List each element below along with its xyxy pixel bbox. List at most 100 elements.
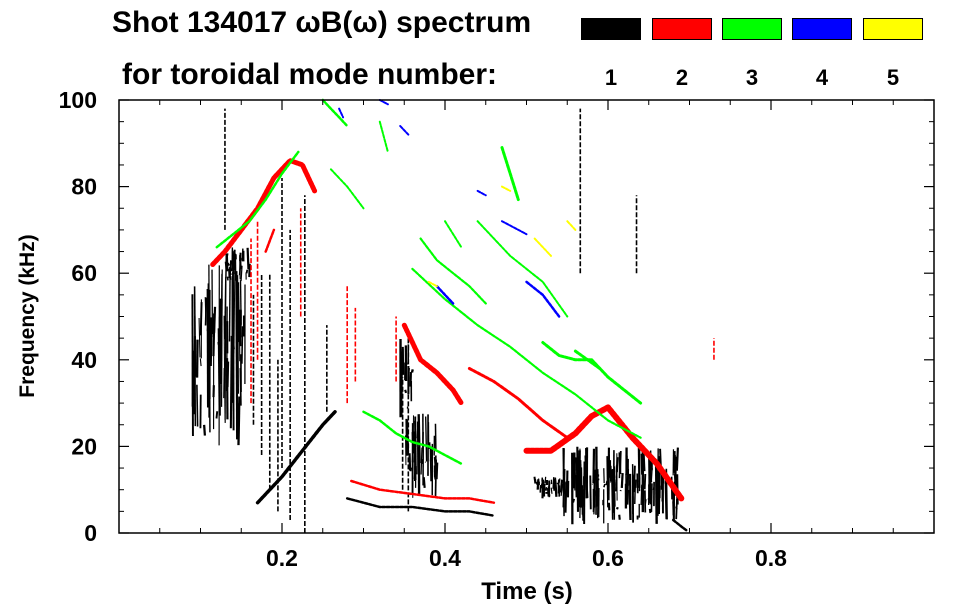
y-tick-label: 20 bbox=[71, 433, 97, 459]
mode-1-speckle bbox=[191, 294, 194, 437]
mode-1-speckle bbox=[537, 485, 540, 489]
legend-swatch-mode-4 bbox=[792, 18, 852, 40]
mode-1-speckle bbox=[664, 480, 668, 520]
mode-1-speckle bbox=[237, 396, 241, 446]
legend-swatch-mode-3 bbox=[722, 18, 782, 40]
mode-1-speckle bbox=[535, 481, 539, 486]
mode-5-track-1 bbox=[533, 237, 552, 257]
mode-1-speckle bbox=[198, 317, 201, 358]
mode-3-track-8 bbox=[500, 146, 520, 202]
mode-3-track-1 bbox=[215, 150, 300, 249]
mode-1-speckle bbox=[224, 277, 227, 340]
mode-1-speckle bbox=[572, 452, 576, 489]
mode-1-speckle bbox=[605, 480, 608, 486]
mode-1-speckle bbox=[637, 448, 641, 488]
mode-3-track-2 bbox=[321, 98, 349, 128]
x-axis-label: Time (s) bbox=[481, 578, 573, 605]
mode-1-speckle bbox=[241, 326, 244, 364]
mode-4-track-5 bbox=[476, 189, 487, 197]
mode-1-speckle bbox=[640, 484, 643, 506]
mode-1-speckle bbox=[209, 317, 213, 366]
legend-swatch-mode-5 bbox=[863, 18, 923, 40]
mode-1-speckle bbox=[412, 415, 414, 498]
mode-1-speckle bbox=[240, 265, 243, 282]
mode-1-speckle bbox=[193, 336, 197, 415]
mode-1-speckle bbox=[236, 275, 240, 394]
mode-1-track-3 bbox=[671, 518, 689, 533]
mode-4-track-3 bbox=[501, 220, 528, 236]
mode-1-speckle bbox=[199, 358, 202, 367]
mode-1-speckle bbox=[634, 485, 636, 504]
mode-3-track-4 bbox=[411, 267, 642, 439]
mode-1-speckle bbox=[648, 455, 651, 500]
mode-4-track-6 bbox=[399, 125, 410, 136]
mode-3-track-9 bbox=[329, 168, 365, 210]
series-5 bbox=[427, 185, 577, 288]
mode-1-speckle bbox=[649, 473, 653, 483]
mode-1-speckle bbox=[435, 462, 439, 480]
mode-2-track-4 bbox=[523, 404, 685, 502]
mode-1-blob-4 bbox=[533, 476, 569, 499]
mode-4-track-2 bbox=[435, 284, 455, 305]
mode-3-track-5 bbox=[419, 237, 487, 305]
series-4 bbox=[338, 99, 561, 318]
mode-1-speckle bbox=[675, 447, 679, 471]
mode-1-speckle bbox=[533, 476, 537, 484]
axis-ticks: 0 20 40 60 80 100 0.2 0.4 0.6 0.8 bbox=[59, 87, 934, 571]
mode-1-speckle bbox=[644, 499, 647, 508]
mode-1-speckle bbox=[554, 477, 557, 485]
mode-1-speckle bbox=[196, 384, 199, 427]
series-3 bbox=[215, 98, 643, 465]
mode-1-speckle bbox=[206, 323, 210, 332]
mode-1-speckle bbox=[616, 506, 619, 510]
mode-1-speckle bbox=[420, 447, 423, 475]
mode-2-track-2 bbox=[401, 322, 464, 406]
mode-1-speckle bbox=[558, 478, 561, 484]
mode-3-track-7 bbox=[541, 341, 643, 405]
y-tick-label: 60 bbox=[71, 260, 97, 286]
mode-3-track-12 bbox=[573, 349, 602, 370]
y-tick-label: 40 bbox=[71, 347, 97, 373]
x-tick-label: 0.4 bbox=[429, 545, 461, 571]
mode-3-track-11 bbox=[444, 220, 463, 249]
mode-1-speckle bbox=[246, 247, 250, 270]
mode-1-speckle bbox=[410, 369, 414, 373]
mode-1-track-1 bbox=[255, 410, 337, 505]
mode-1-speckle bbox=[559, 479, 564, 493]
mode-1-speckle bbox=[231, 251, 235, 275]
mode-1-track-2 bbox=[345, 497, 496, 517]
mode-1-blob-2 bbox=[224, 247, 251, 282]
y-tick-label: 0 bbox=[84, 520, 97, 546]
mode-1-speckle bbox=[562, 488, 565, 491]
mode-1-speckle bbox=[230, 267, 234, 272]
mode-1-speckle bbox=[226, 361, 230, 388]
legend-label-mode-4: 4 bbox=[815, 65, 829, 90]
mode-1-speckle bbox=[203, 424, 207, 436]
mode-1-speckle bbox=[618, 452, 622, 475]
mode-1-speckle bbox=[232, 271, 235, 431]
mode-1-speckle bbox=[417, 414, 421, 464]
mode-1-speckle bbox=[582, 514, 586, 521]
mode-1-speckle bbox=[422, 477, 426, 488]
mode-1-speckle bbox=[540, 483, 543, 488]
mode-5-track-3 bbox=[501, 185, 512, 192]
mode-1-speckle bbox=[215, 411, 219, 419]
legend-label-mode-3: 3 bbox=[745, 65, 759, 90]
mode-1-speckle bbox=[592, 448, 596, 484]
data-layer bbox=[191, 98, 715, 533]
y-axis-label: Frequency (kHz) bbox=[16, 234, 39, 397]
mode-1-speckle bbox=[596, 479, 599, 501]
mode-1-speckle bbox=[643, 473, 647, 490]
mode-1-blob-3 bbox=[562, 446, 679, 525]
mode-1-speckle bbox=[425, 416, 428, 462]
mode-2-track-1 bbox=[210, 158, 318, 267]
chart-subtitle: for toroidal mode number: bbox=[122, 58, 497, 91]
mode-1-speckle bbox=[580, 485, 584, 506]
mode-1-blob-5 bbox=[405, 413, 439, 498]
mode-5-track-4 bbox=[427, 280, 438, 288]
mode-1-speckle bbox=[618, 514, 621, 520]
mode-1-speckle bbox=[245, 269, 249, 274]
mode-1-speckle bbox=[577, 450, 581, 508]
mode-1-speckle bbox=[654, 465, 658, 524]
